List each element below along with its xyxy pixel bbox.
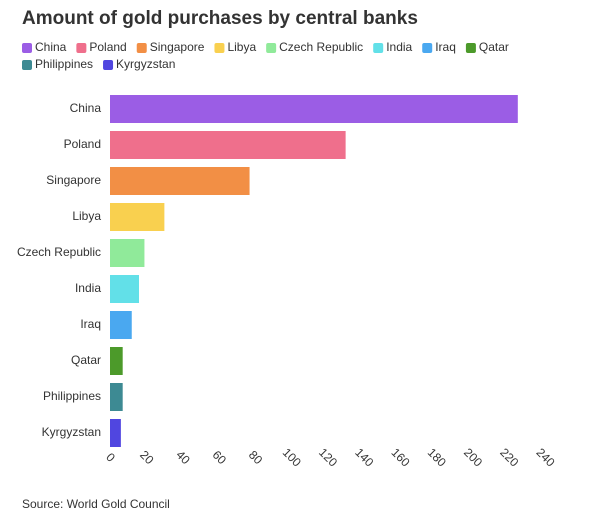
legend-swatch bbox=[422, 43, 433, 53]
legend-swatch bbox=[22, 60, 32, 70]
source: Source: World Gold Council bbox=[22, 497, 170, 511]
bar bbox=[110, 347, 123, 375]
bar bbox=[110, 95, 518, 123]
bar bbox=[110, 311, 132, 339]
legend-label: Libya bbox=[227, 40, 256, 54]
y-tick-label: Poland bbox=[64, 137, 101, 151]
x-tick-label: 180 bbox=[425, 445, 449, 469]
x-tick-label: 60 bbox=[210, 448, 230, 468]
y-tick-label: China bbox=[70, 101, 102, 115]
y-tick-label: Iraq bbox=[80, 317, 101, 331]
legend-swatch bbox=[22, 43, 32, 53]
legend-label: Iraq bbox=[435, 40, 456, 54]
x-tick-label: 80 bbox=[246, 448, 266, 468]
y-tick-label: Singapore bbox=[46, 173, 101, 187]
legend-swatch bbox=[103, 60, 114, 70]
bar bbox=[110, 203, 165, 231]
bar bbox=[110, 167, 250, 195]
bar bbox=[110, 275, 139, 303]
legend-swatch bbox=[214, 43, 225, 53]
x-tick-label: 200 bbox=[461, 445, 485, 469]
legend-label: Qatar bbox=[479, 40, 509, 54]
legend-swatch bbox=[136, 43, 147, 53]
bar bbox=[110, 131, 346, 159]
y-tick-label: Qatar bbox=[71, 353, 101, 367]
chart-title: Amount of gold purchases by central bank… bbox=[22, 8, 418, 29]
legend-swatch bbox=[266, 43, 277, 53]
legend-label: China bbox=[35, 40, 67, 54]
legend-swatch bbox=[373, 43, 384, 53]
y-tick-label: Czech Republic bbox=[17, 245, 101, 259]
legend-swatch bbox=[76, 43, 87, 53]
x-tick-label: 160 bbox=[389, 445, 413, 469]
x-tick-label: 120 bbox=[316, 445, 340, 469]
legend-label: Singapore bbox=[150, 40, 205, 54]
x-tick-label: 100 bbox=[280, 445, 304, 469]
x-tick-label: 140 bbox=[352, 445, 376, 469]
legend-label: Czech Republic bbox=[279, 40, 363, 54]
x-tick-label: 240 bbox=[534, 445, 558, 469]
bar bbox=[110, 383, 123, 411]
bar bbox=[110, 239, 145, 267]
legend-label: Philippines bbox=[35, 57, 93, 71]
legend-swatch bbox=[465, 43, 476, 53]
legend-label: Poland bbox=[89, 40, 126, 54]
x-tick-label: 20 bbox=[137, 448, 157, 468]
y-tick-label: Kyrgyzstan bbox=[42, 425, 101, 439]
y-tick-label: India bbox=[75, 281, 101, 295]
x-tick-label: 40 bbox=[173, 448, 193, 468]
y-tick-label: Philippines bbox=[43, 389, 101, 403]
legend-label: India bbox=[386, 40, 412, 54]
legend-label: Kyrgyzstan bbox=[116, 57, 175, 71]
x-tick-label: 220 bbox=[497, 445, 521, 469]
x-tick-label: 0 bbox=[103, 450, 118, 465]
y-tick-label: Libya bbox=[72, 209, 101, 223]
bar bbox=[110, 419, 121, 447]
